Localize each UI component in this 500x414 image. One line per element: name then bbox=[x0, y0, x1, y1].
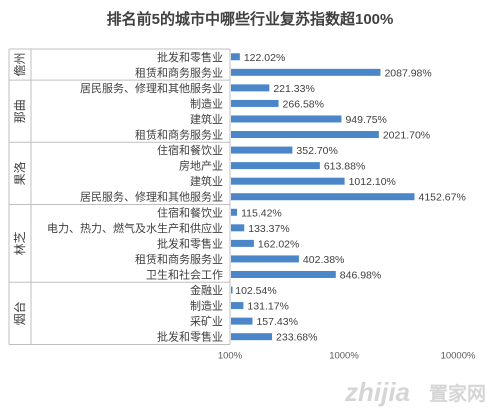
city-label: 儋州 bbox=[13, 53, 27, 77]
category-label: 采矿业 bbox=[190, 315, 223, 328]
category-label: 卫生和社会工作 bbox=[146, 267, 223, 281]
category-label: 批发和零售业 bbox=[157, 330, 223, 344]
category-label: 批发和零售业 bbox=[157, 236, 223, 250]
category-label: 建筑业 bbox=[190, 174, 223, 188]
x-tick-label: 1000% bbox=[329, 350, 359, 361]
data-label: 846.98% bbox=[340, 269, 381, 281]
category-label: 制造业 bbox=[190, 299, 223, 313]
bar-那曲 bbox=[231, 131, 379, 139]
data-label: 266.58% bbox=[283, 98, 324, 110]
bar-果洛 bbox=[231, 177, 345, 185]
bar-果洛 bbox=[231, 193, 415, 201]
svg-text:置家网: 置家网 bbox=[429, 382, 486, 405]
category-label: 租赁和商务服务业 bbox=[135, 128, 223, 142]
bar-林芝 bbox=[231, 255, 299, 263]
bar-林芝 bbox=[231, 208, 238, 216]
bar-烟台 bbox=[231, 302, 244, 310]
category-label: 电力、热力、燃气及水生产和供应业 bbox=[47, 221, 223, 235]
bar-林芝 bbox=[231, 239, 254, 247]
bar-那曲 bbox=[231, 115, 342, 123]
category-label: 住宿和餐饮业 bbox=[157, 205, 223, 219]
bar-烟台 bbox=[231, 333, 273, 341]
data-label: 613.88% bbox=[324, 161, 365, 173]
x-tick-label: 10000% bbox=[441, 350, 476, 361]
data-label: 157.43% bbox=[256, 316, 297, 328]
category-label: 金融业 bbox=[190, 283, 223, 297]
bar-烟台 bbox=[231, 286, 233, 294]
data-label: 352.70% bbox=[296, 145, 337, 157]
category-label: 居民服务、修理和其他服务业 bbox=[80, 81, 223, 95]
data-label: 2021.70% bbox=[383, 130, 430, 142]
category-label: 住宿和餐饮业 bbox=[157, 143, 223, 157]
city-label: 烟台 bbox=[12, 301, 27, 325]
svg-text:zhijia: zhijia bbox=[345, 377, 410, 407]
bar-儋州 bbox=[231, 68, 381, 76]
data-label: 4152.67% bbox=[418, 192, 465, 204]
category-label: 批发和零售业 bbox=[157, 50, 223, 64]
data-label: 133.37% bbox=[248, 223, 289, 235]
bar-果洛 bbox=[231, 146, 293, 154]
bar-那曲 bbox=[231, 99, 279, 107]
category-label: 房地产业 bbox=[179, 159, 223, 173]
city-label: 林芝 bbox=[12, 231, 27, 255]
bar-果洛 bbox=[231, 162, 320, 170]
data-label: 2087.98% bbox=[384, 67, 431, 79]
category-label: 租赁和商务服务业 bbox=[135, 65, 223, 79]
data-label: 162.02% bbox=[258, 238, 299, 250]
data-label: 102.54% bbox=[235, 285, 276, 297]
data-label: 233.68% bbox=[276, 332, 317, 344]
data-label: 115.42% bbox=[241, 207, 282, 219]
data-label: 221.33% bbox=[273, 83, 314, 95]
data-label: 1012.10% bbox=[349, 176, 396, 188]
category-label: 租赁和商务服务业 bbox=[135, 252, 223, 266]
bar-烟台 bbox=[231, 317, 253, 325]
data-label: 131.17% bbox=[247, 301, 288, 313]
bar-那曲 bbox=[231, 84, 270, 92]
data-label: 949.75% bbox=[345, 114, 386, 126]
city-label: 果洛 bbox=[12, 161, 27, 185]
data-label: 402.38% bbox=[303, 254, 344, 266]
category-label: 建筑业 bbox=[190, 112, 223, 126]
x-tick-label: 100% bbox=[218, 350, 243, 361]
bar-林芝 bbox=[231, 270, 336, 278]
bar-林芝 bbox=[231, 224, 245, 232]
zhijia-watermark-logo: zhijia 置家网 bbox=[345, 377, 486, 407]
data-label: 122.02% bbox=[244, 52, 285, 64]
bar-儋州 bbox=[231, 53, 240, 61]
city-label: 那曲 bbox=[13, 99, 27, 123]
category-label: 居民服务、修理和其他服务业 bbox=[80, 190, 223, 204]
chart-title: 排名前5的城市中哪些行业复苏指数超100% bbox=[106, 11, 394, 28]
category-label: 制造业 bbox=[190, 96, 223, 110]
